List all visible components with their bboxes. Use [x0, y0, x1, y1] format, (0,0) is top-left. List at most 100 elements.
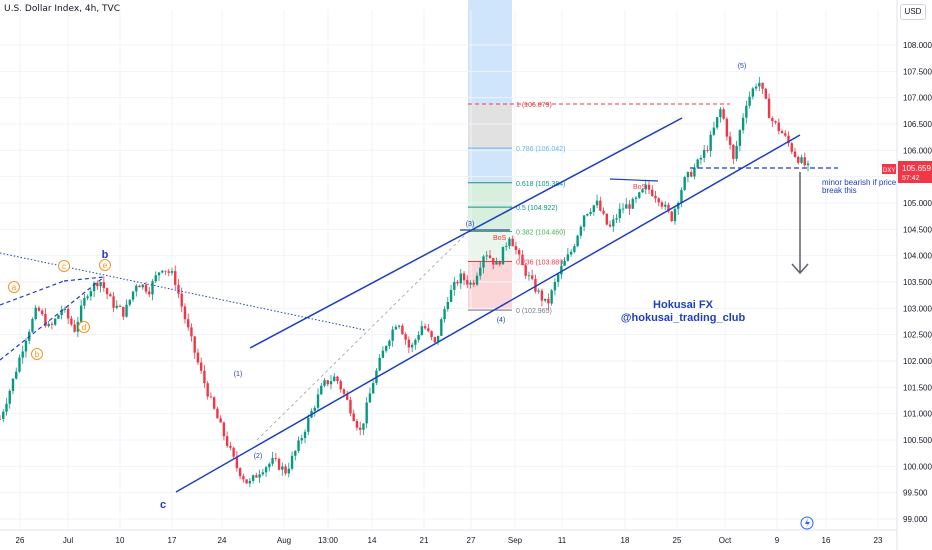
candle-body	[212, 397, 216, 409]
candle-body	[339, 381, 342, 390]
candle-body	[647, 184, 651, 190]
candle-body	[508, 238, 511, 246]
candle-body	[323, 380, 326, 386]
candle-body	[738, 130, 742, 146]
candle-body	[5, 403, 8, 412]
fib-level-label: 0.786 (106.042)	[516, 146, 565, 153]
candle-body	[371, 383, 375, 394]
y-tick-label: 105.000	[903, 199, 932, 208]
bearish-note-2: break this	[822, 186, 857, 195]
candle-body	[806, 163, 810, 166]
fib-level-label: 0.5 (104.922)	[516, 205, 558, 212]
candle-body	[300, 438, 303, 441]
y-tick-label: 102.500	[903, 331, 932, 340]
candle-body	[440, 319, 443, 336]
candle-body	[15, 371, 18, 379]
currency-button[interactable]: USD	[900, 4, 926, 20]
candle-body	[602, 210, 605, 214]
candle-body	[118, 305, 122, 307]
x-tick-label: 23	[874, 536, 883, 545]
candle-body	[31, 319, 34, 332]
x-tick-label: Oct	[719, 536, 732, 545]
candle-body	[384, 345, 388, 351]
candle-body	[235, 456, 239, 469]
triangle-lower-dashed	[0, 280, 65, 306]
candle-body	[190, 327, 193, 337]
candle-body	[381, 350, 385, 358]
chart-title: U.S. Dollar Index, 4h, TVC	[4, 4, 120, 14]
y-tick-label: 99.500	[903, 489, 928, 498]
candle-body	[446, 301, 450, 310]
candle-body	[417, 335, 420, 340]
candle-body	[758, 82, 761, 87]
candle-body	[618, 208, 621, 219]
fib-level-label: 1 (106.879)	[516, 102, 552, 109]
candle-body	[719, 109, 722, 118]
candle-body	[725, 118, 729, 137]
y-tick-label: 99.000	[903, 515, 928, 524]
candle-body	[245, 479, 248, 484]
candle-body	[365, 402, 368, 424]
candle-body	[342, 389, 346, 394]
candle-body	[511, 238, 514, 247]
candle-body	[657, 198, 660, 203]
candle-body	[209, 396, 213, 398]
candle-body	[216, 408, 219, 419]
y-tick-label: 104.000	[903, 252, 932, 261]
candle-body	[144, 284, 148, 292]
price-value: 105.659	[902, 164, 931, 173]
candle-body	[290, 455, 294, 469]
candle-body	[404, 334, 407, 340]
candle-body	[131, 291, 135, 300]
candle-body	[284, 466, 287, 474]
y-tick-label: 106.000	[903, 146, 932, 155]
candle-body	[443, 309, 446, 320]
candle-body	[582, 215, 586, 227]
candle-body	[37, 307, 41, 311]
candle-body	[634, 197, 638, 199]
candle-body	[660, 202, 664, 207]
candle-body	[774, 121, 777, 123]
candle-body	[174, 271, 177, 285]
candle-body	[586, 213, 589, 216]
fib-zone-grey	[468, 104, 512, 149]
candle-body	[527, 275, 531, 277]
candle-body	[154, 275, 157, 282]
dotted-trendline	[0, 252, 366, 331]
candle-body	[732, 144, 735, 159]
candle-body	[459, 273, 462, 284]
candle-body	[433, 337, 437, 343]
lightning-icon[interactable]	[800, 516, 814, 530]
candle-body	[427, 328, 430, 332]
wave-label-1: (1)	[234, 371, 243, 378]
x-tick-label: 27	[467, 536, 476, 545]
candle-body	[683, 177, 686, 190]
channel-upper-line	[249, 117, 683, 349]
candle-body	[569, 251, 573, 255]
y-tick-label: 104.500	[903, 225, 932, 234]
candle-body	[352, 413, 355, 421]
candle-body	[167, 271, 170, 273]
candle-body	[722, 109, 725, 119]
candle-body	[702, 150, 706, 158]
wave-label-c: c	[160, 499, 166, 511]
candle-body	[644, 184, 647, 190]
candle-body	[456, 281, 459, 284]
candle-body	[264, 467, 268, 473]
candle-body	[183, 306, 187, 320]
candle-body	[735, 145, 738, 159]
triangle-b-dashed	[63, 276, 105, 282]
candle-body	[407, 339, 411, 348]
x-tick-label: 14	[368, 536, 377, 545]
candle-body	[294, 450, 297, 456]
candle-body	[287, 468, 291, 474]
candle-body	[625, 204, 628, 209]
bos-label: BoS	[633, 184, 647, 191]
fib-level-label: 0.618 (105.384)	[516, 181, 565, 188]
y-tick-label: 101.000	[903, 410, 932, 419]
candle-body	[654, 195, 657, 199]
triangle-upper-dashed	[0, 276, 105, 361]
candle-body	[615, 218, 618, 220]
y-tick-label: 103.000	[903, 304, 932, 313]
